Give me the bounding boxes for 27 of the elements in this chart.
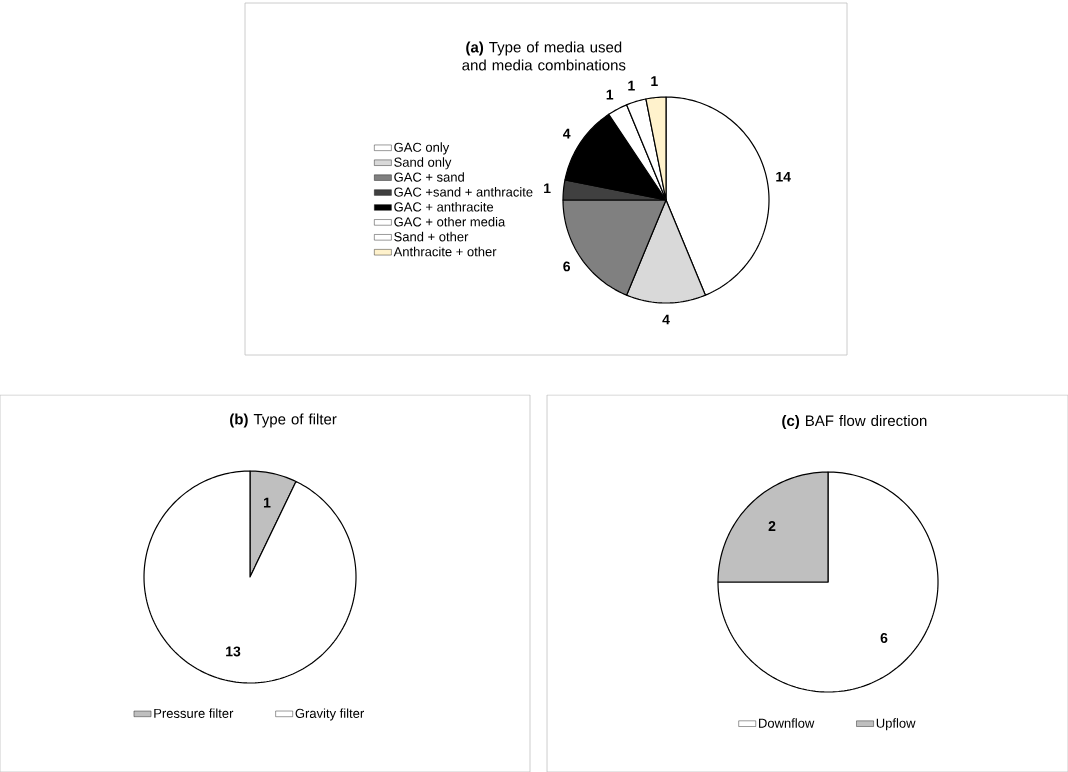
data-label: 1 — [263, 497, 271, 508]
chart-title: (c) BAF flow direction — [782, 415, 927, 429]
legend-label: Anthracite + other — [393, 246, 497, 257]
data-label: 6 — [880, 633, 888, 643]
legend-label: GAC + sand — [394, 172, 464, 182]
legend-label: GAC + other media — [394, 216, 506, 227]
data-label: 4 — [662, 314, 670, 325]
data-label: 1 — [651, 76, 658, 86]
legend-label: Upflow — [876, 718, 916, 731]
data-label: 13 — [226, 646, 241, 657]
chart-title: (b) Type of filter — [230, 413, 337, 428]
legend-label: Sand only — [394, 157, 452, 170]
legend-label: GAC only — [394, 142, 450, 155]
chart-title: (a) Type of media used and media combinations — [462, 41, 626, 71]
data-label: 6 — [563, 261, 571, 272]
legend-label: GAC + anthracite — [394, 202, 494, 212]
data-label: 2 — [768, 521, 776, 531]
data-label: 1 — [544, 183, 551, 194]
legend-label: GAC +sand + anthracite — [394, 187, 533, 197]
legend-label: Pressure filter — [154, 708, 234, 718]
data-label: 4 — [562, 128, 571, 139]
data-label: 1 — [606, 89, 614, 100]
data-label: 1 — [628, 80, 635, 91]
legend-label: Downflow — [759, 718, 815, 728]
legend-label: Sand + other — [394, 231, 469, 242]
data-label: 14 — [776, 171, 791, 182]
legend-label: Gravity filter — [295, 708, 365, 721]
